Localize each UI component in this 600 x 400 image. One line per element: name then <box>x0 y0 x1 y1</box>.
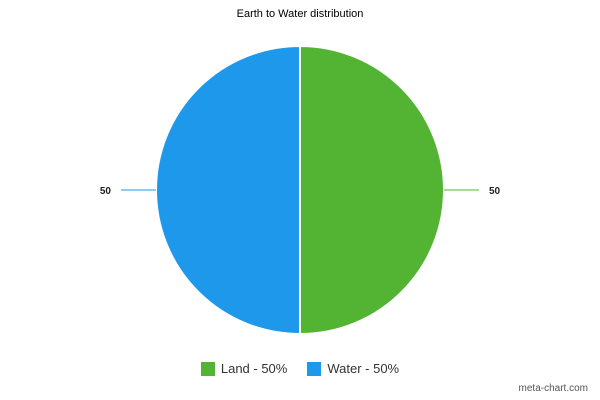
pie-slice-water[interactable] <box>155 44 301 336</box>
legend-item-water[interactable]: Water - 50% <box>307 361 399 376</box>
pie-slice-land[interactable] <box>299 44 445 336</box>
legend-item-land[interactable]: Land - 50% <box>200 361 288 376</box>
chart-title: Earth to Water distribution <box>236 8 364 20</box>
legend-swatch-water <box>307 361 322 376</box>
credit-text: meta-chart.com <box>518 383 588 394</box>
data-label-water: 50 <box>100 186 112 197</box>
legend-label-water: Water - 50% <box>327 361 400 376</box>
data-label-land: 50 <box>489 186 501 197</box>
legend-label-land: Land - 50% <box>220 361 288 376</box>
legend: Land - 50% Water - 50% <box>0 361 600 376</box>
legend-swatch-land <box>200 361 215 376</box>
